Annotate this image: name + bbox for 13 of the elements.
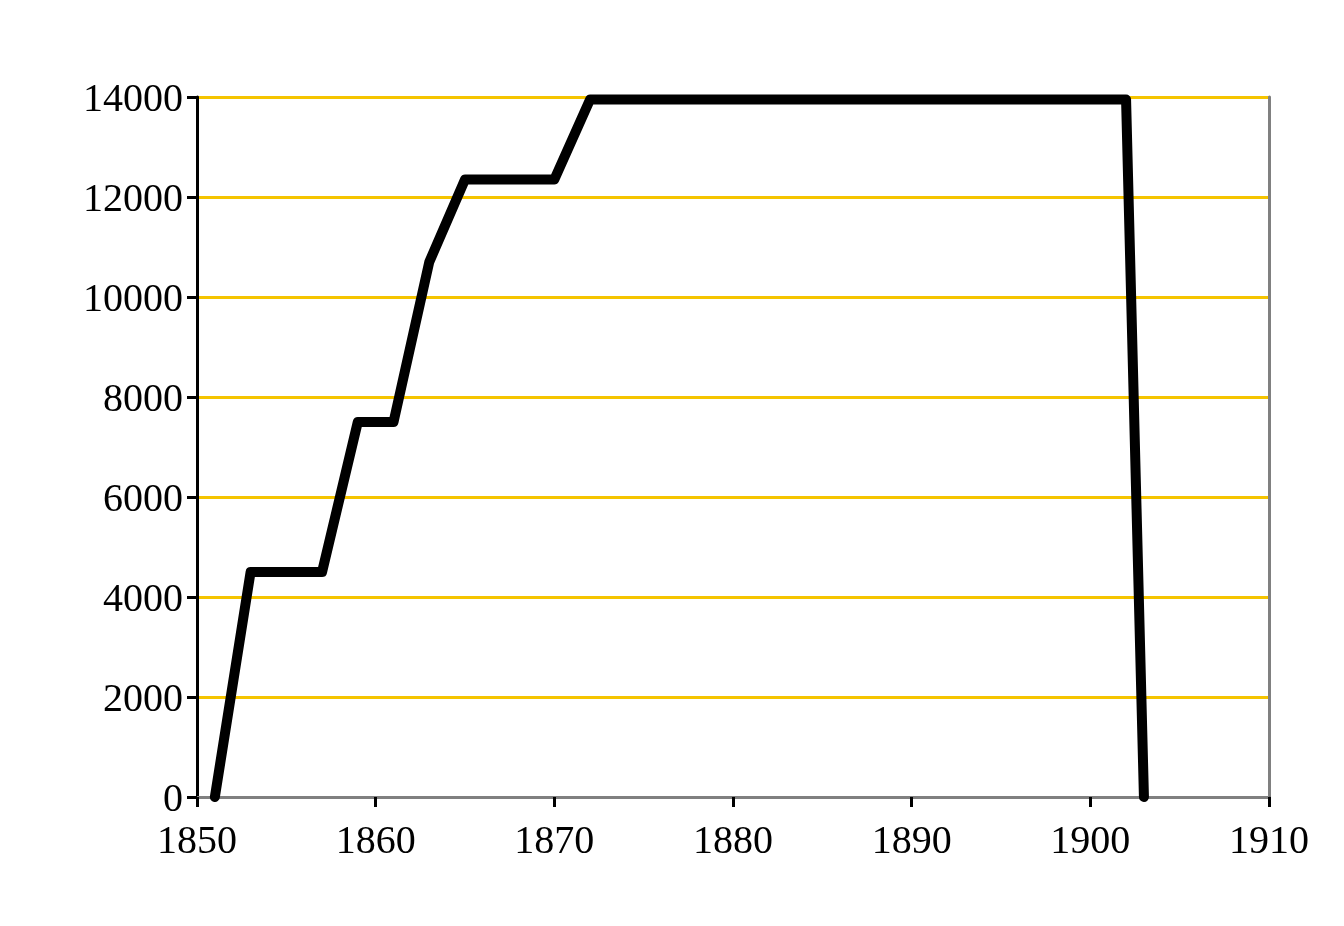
y-tick-label: 8000 [103, 374, 183, 420]
x-tick-label: 1900 [1050, 816, 1131, 862]
y-tick-label: 2000 [103, 674, 183, 720]
y-tick-label: 10000 [83, 274, 183, 320]
x-tick-label: 1910 [1229, 816, 1309, 862]
y-tick-label: 6000 [103, 474, 183, 520]
y-tick-label: 12000 [83, 174, 183, 220]
x-tick-label: 1860 [335, 816, 416, 862]
x-tick-label: 1870 [514, 816, 595, 862]
y-tick-label: 14000 [83, 74, 183, 120]
y-tick-label: 4000 [103, 574, 183, 620]
x-tick-label: 1880 [693, 816, 773, 862]
x-tick-label: 1890 [871, 816, 952, 862]
